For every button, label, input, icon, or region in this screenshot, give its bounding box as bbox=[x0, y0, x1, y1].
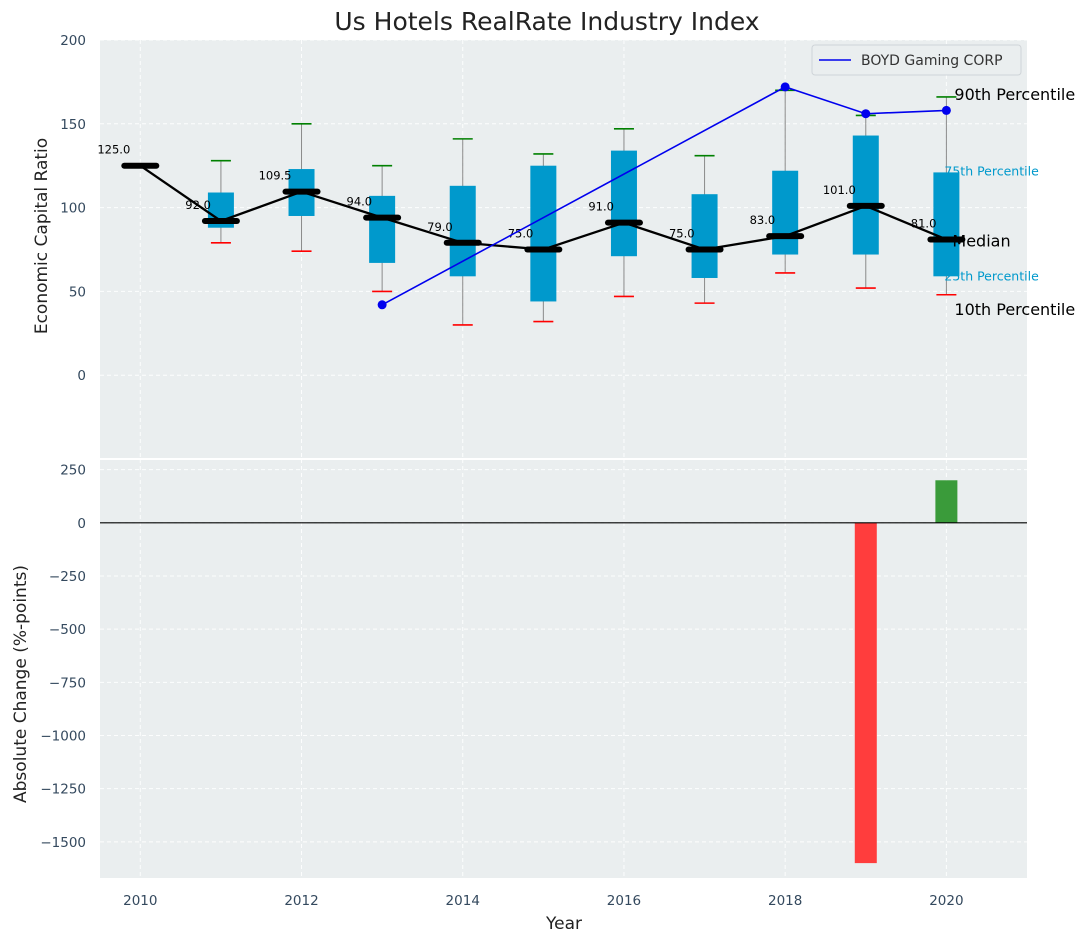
box-2018 bbox=[772, 89, 799, 274]
annotation-p75: 75th Percentile bbox=[944, 163, 1039, 178]
top-y-tick-label: 150 bbox=[60, 117, 86, 133]
median-value-label: 109.5 bbox=[259, 169, 292, 183]
bottom-bars bbox=[854, 480, 958, 864]
box-2014 bbox=[449, 138, 476, 326]
legend-box bbox=[811, 44, 1022, 76]
top-y-tick-label: 200 bbox=[60, 33, 86, 49]
company-point bbox=[861, 109, 871, 119]
bottom-y-tick-label: 250 bbox=[60, 463, 86, 479]
iqr-box bbox=[933, 172, 960, 277]
iqr-box bbox=[691, 194, 718, 278]
bottom-y-tick-label: −1500 bbox=[40, 835, 86, 851]
change-bar-2019 bbox=[854, 522, 877, 864]
top-y-ticks: 0 50 100 150 200 bbox=[60, 33, 86, 384]
company-point bbox=[941, 105, 951, 115]
company-series bbox=[377, 82, 951, 310]
median-value-label: 92.0 bbox=[185, 198, 211, 212]
bottom-y-tick-label: −500 bbox=[49, 622, 86, 638]
top-y-axis-title: Economic Capital Ratio bbox=[32, 138, 52, 334]
bottom-y-axis-title: Absolute Change (%-points) bbox=[11, 565, 31, 803]
bottom-x-ticks: 2010 2012 2014 2016 2018 2020 bbox=[123, 893, 963, 909]
top-y-tick-label: 100 bbox=[60, 201, 86, 217]
bottom-y-ticks: −1500 −1250 −1000 −750 −500 −250 0 250 bbox=[40, 463, 86, 851]
x-tick-label: 2010 bbox=[123, 893, 157, 909]
box-2020 bbox=[933, 96, 960, 296]
iqr-box bbox=[369, 195, 396, 263]
bottom-y-tick-label: 0 bbox=[77, 516, 86, 532]
chart-title: Us Hotels RealRate Industry Index bbox=[334, 7, 759, 36]
annotation-p10: 10th Percentile bbox=[954, 300, 1075, 319]
median-value-label: 79.0 bbox=[427, 220, 453, 234]
iqr-box bbox=[610, 150, 637, 257]
median-value-label: 75.0 bbox=[508, 227, 534, 241]
x-tick-label: 2018 bbox=[768, 893, 802, 909]
percentile-annotations: 90th Percentile 75th Percentile Median 25th… bbox=[944, 85, 1075, 319]
annotation-median: Median bbox=[952, 231, 1010, 250]
x-tick-label: 2012 bbox=[284, 893, 318, 909]
bottom-y-tick-label: −1000 bbox=[40, 728, 86, 744]
top-plot-background bbox=[100, 40, 1027, 459]
bottom-y-tick-label: −250 bbox=[49, 569, 86, 585]
median-value-label: 75.0 bbox=[669, 227, 695, 241]
box-2019 bbox=[852, 114, 879, 289]
median-value-label: 101.0 bbox=[823, 183, 856, 197]
x-tick-label: 2014 bbox=[446, 893, 480, 909]
iqr-box bbox=[449, 185, 476, 277]
bottom-y-tick-label: −1250 bbox=[40, 782, 86, 798]
median-value-label: 81.0 bbox=[911, 216, 937, 230]
box-2015 bbox=[530, 153, 557, 323]
company-point bbox=[377, 300, 387, 310]
legend-entry-company: BOYD Gaming CORP bbox=[861, 53, 1003, 69]
company-point bbox=[780, 82, 790, 92]
iqr-box bbox=[530, 165, 557, 302]
median-value-label: 83.0 bbox=[750, 213, 776, 227]
x-tick-label: 2016 bbox=[607, 893, 641, 909]
median-value-label: 94.0 bbox=[347, 195, 373, 209]
median-value-label: 91.0 bbox=[588, 200, 614, 214]
bottom-y-tick-label: −750 bbox=[49, 675, 86, 691]
top-y-tick-label: 50 bbox=[69, 284, 86, 300]
box-2016 bbox=[610, 128, 637, 298]
box-2013 bbox=[369, 164, 396, 293]
annotation-p25: 25th Percentile bbox=[944, 268, 1039, 283]
iqr-box bbox=[852, 135, 879, 255]
x-tick-label: 2020 bbox=[929, 893, 963, 909]
iqr-box bbox=[772, 170, 799, 255]
company-line bbox=[381, 86, 947, 306]
annotation-p90: 90th Percentile bbox=[954, 85, 1075, 104]
change-bar-2020 bbox=[935, 480, 958, 523]
box-2017 bbox=[691, 154, 718, 304]
legend: BOYD Gaming CORP bbox=[811, 44, 1022, 76]
median-series: 125.0 92.0 109.5 94.0 79.0 75.0 91.0 75.0 83.0 10… bbox=[97, 143, 966, 253]
top-y-tick-label: 0 bbox=[77, 368, 86, 384]
median-value-label: 125.0 bbox=[97, 143, 130, 157]
bottom-x-axis-title: Year bbox=[545, 914, 582, 934]
